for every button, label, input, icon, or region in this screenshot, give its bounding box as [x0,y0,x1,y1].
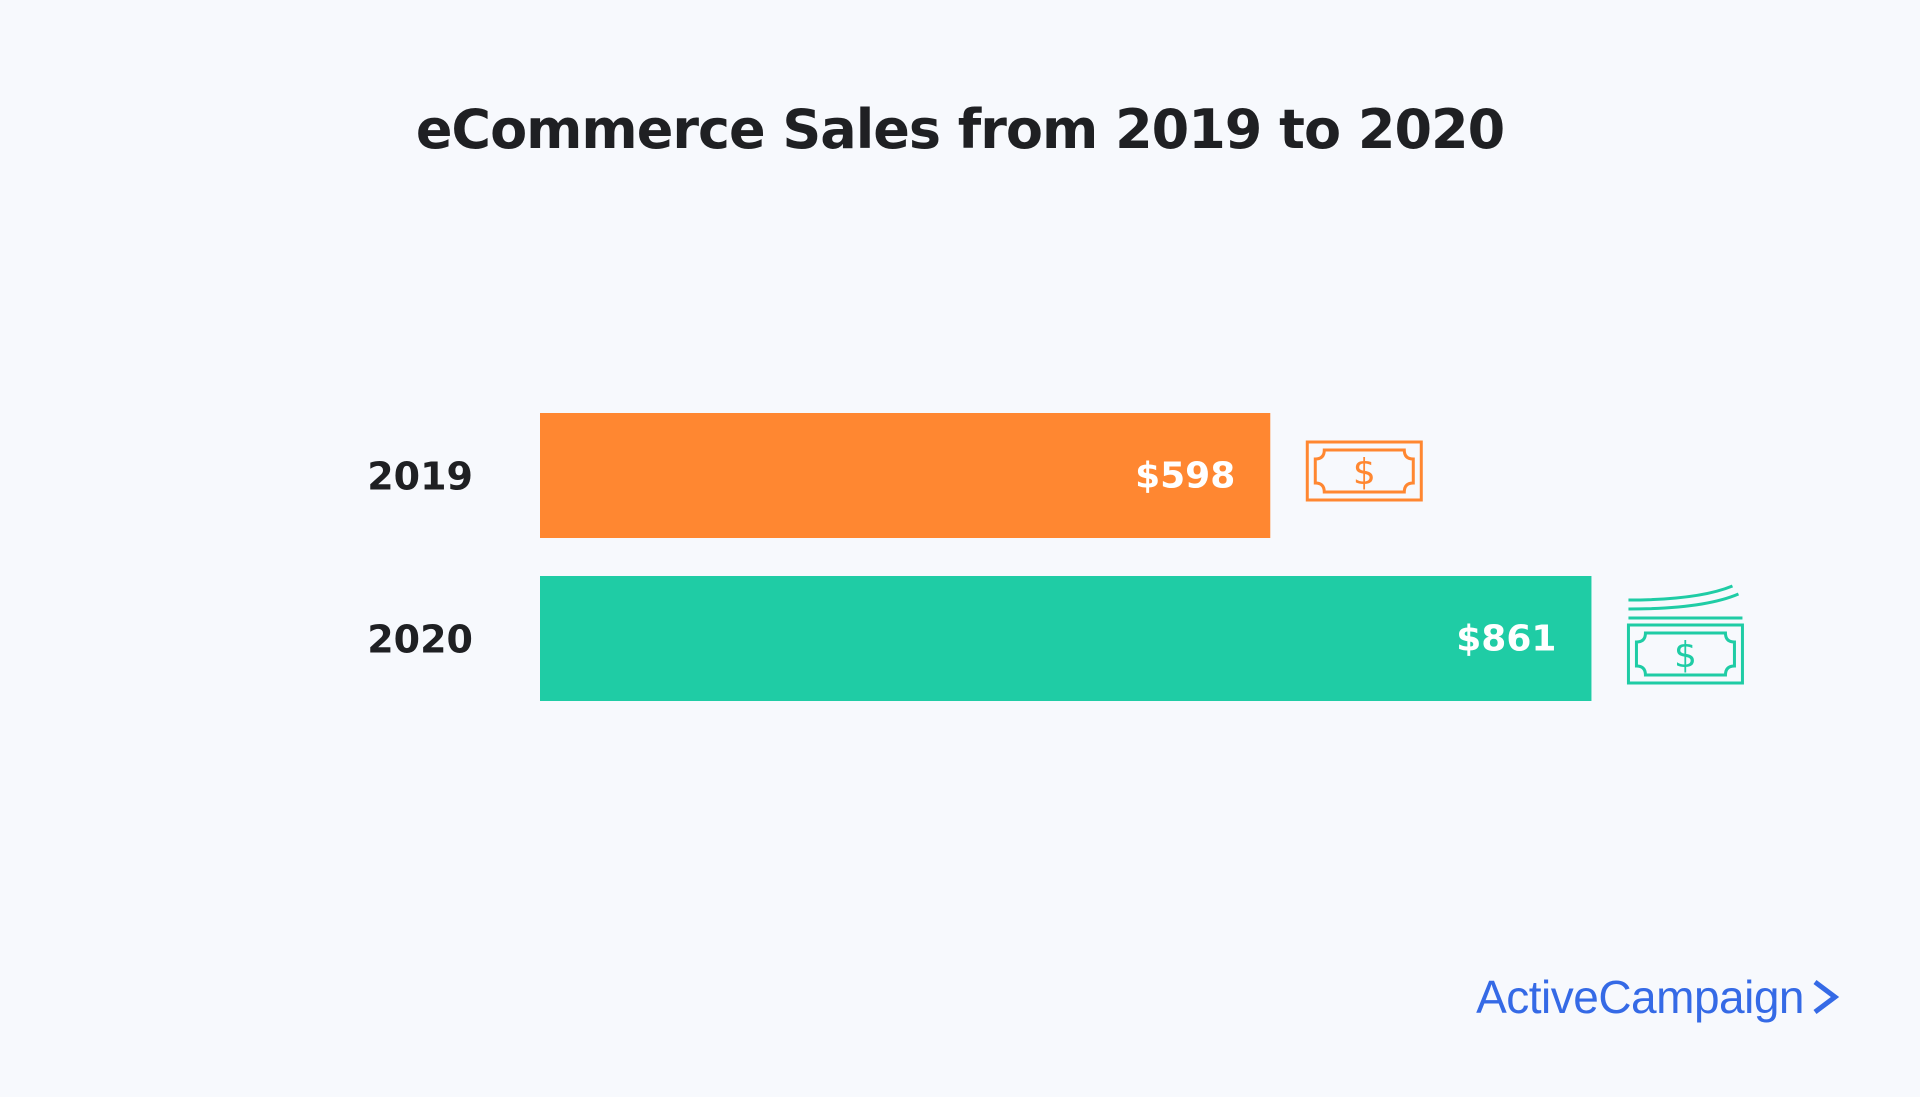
bill-inner-border [1313,448,1415,494]
bill-inner-border [1634,631,1736,677]
dollar-bill-icon: $ [1305,440,1423,502]
icons-layer: $$ [1305,440,1744,685]
category-label-2020: 2020 [367,618,473,662]
bar-2019 [540,413,1271,538]
brand-name: ActiveCampaign [1476,971,1804,1023]
bars-layer: 2019 $598 2020 $861 [367,413,1592,701]
bill-dollar-sign: $ [1353,452,1376,493]
stacked-dollar-bills-icon: $ [1626,584,1744,685]
brand-logo: ActiveCampaign [1476,970,1840,1024]
bill-stack-line [1628,584,1734,602]
value-label-2020: $861 [1456,619,1556,660]
value-label-2019: $598 [1135,456,1235,497]
category-label-2019: 2019 [367,455,473,499]
bill-outline [1305,440,1423,502]
bar-2020 [540,576,1592,701]
chart-title: eCommerce Sales from 2019 to 2020 [415,98,1505,161]
bill-dollar-sign: $ [1674,635,1697,676]
bill-outline [1626,623,1744,685]
bill-stack-line [1628,592,1740,611]
chevron-right-icon [1813,980,1840,1014]
